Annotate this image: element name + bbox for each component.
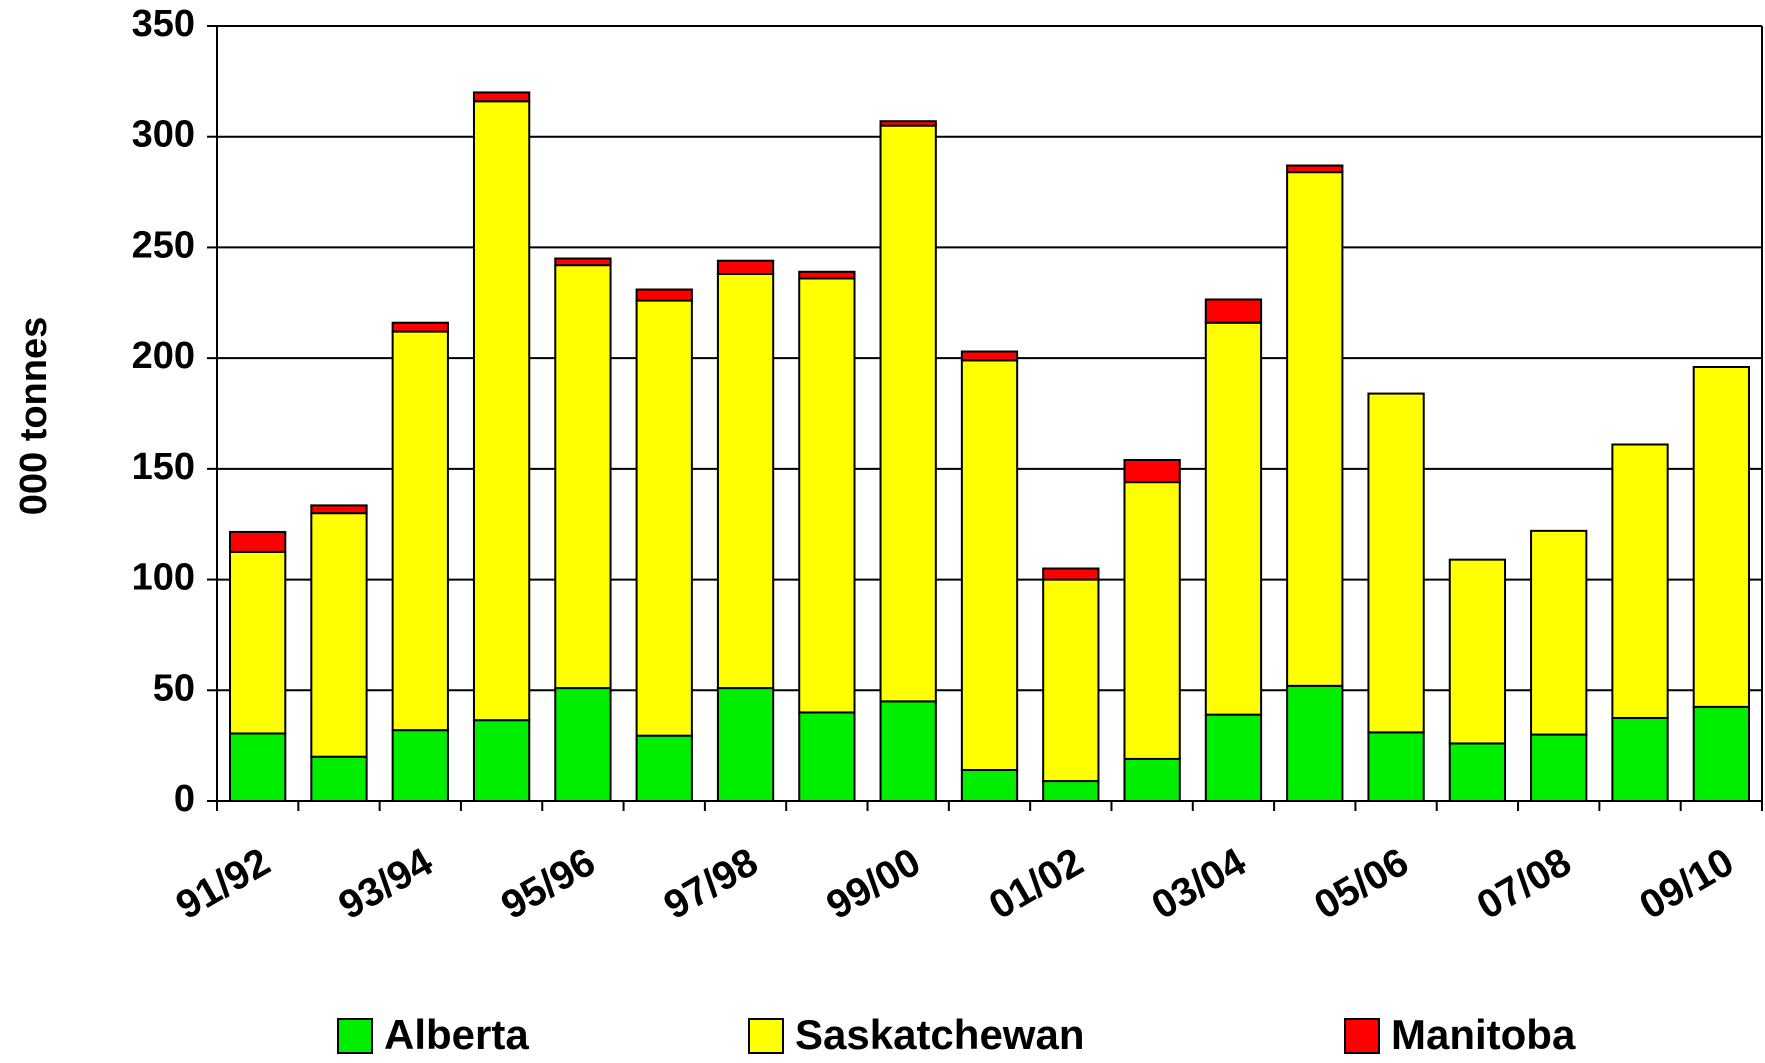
y-tick-label: 350 <box>132 3 195 45</box>
bar-segment <box>1206 323 1261 715</box>
x-tick-label: 99/00 <box>819 840 928 928</box>
bar-segment <box>1531 531 1586 735</box>
bar-segment <box>637 301 692 736</box>
bar-segment <box>1694 707 1749 801</box>
bar-segment <box>393 332 448 731</box>
bar-segment <box>1287 686 1342 801</box>
bar-segment <box>799 712 854 801</box>
bar-segment <box>555 259 610 266</box>
bar-segment <box>1287 166 1342 173</box>
bar-segment <box>1612 718 1667 801</box>
bar-segment <box>1368 394 1423 733</box>
bar-segment <box>230 552 285 734</box>
bar-segment <box>1206 715 1261 801</box>
bar-segment <box>1450 743 1505 801</box>
chart: 000 tonnes 0 50 100 150 200 250 300 350 91/92 93/… <box>0 0 1765 1063</box>
x-tick-label: 01/02 <box>982 840 1091 928</box>
bar-segment <box>1124 460 1179 482</box>
bar-segment <box>1612 445 1667 718</box>
bar-segment <box>881 121 936 125</box>
legend-label: Alberta <box>384 1011 529 1058</box>
legend-swatch <box>338 1019 372 1053</box>
bar-segment <box>393 323 448 332</box>
y-tick-label: 100 <box>132 557 195 599</box>
y-tick-label: 50 <box>153 667 195 709</box>
y-tick-label: 300 <box>132 114 195 156</box>
bar-segment <box>718 688 773 801</box>
bar-segment <box>1694 367 1749 707</box>
bar-segment <box>474 720 529 801</box>
bar-segment <box>718 261 773 274</box>
legend-swatch <box>749 1019 783 1053</box>
bar-segment <box>881 701 936 801</box>
x-tick-label: 05/06 <box>1307 840 1416 928</box>
bar-segment <box>311 513 366 757</box>
y-tick-label: 0 <box>174 778 195 820</box>
bar-segment <box>1287 172 1342 686</box>
bar-segment <box>1206 299 1261 322</box>
y-axis-title: 000 tonnes <box>13 317 55 516</box>
bar-segment <box>1368 732 1423 801</box>
bar-segment <box>555 265 610 688</box>
bar-segment <box>230 532 285 552</box>
bar-segment <box>1124 759 1179 801</box>
x-tick-label: 91/92 <box>169 840 278 928</box>
bar-segment <box>718 274 773 688</box>
bar-segment <box>555 688 610 801</box>
bar-segment <box>474 101 529 720</box>
bar-segment <box>799 272 854 279</box>
bar-segment <box>474 92 529 101</box>
bar-segment <box>1450 560 1505 744</box>
bar-segment <box>881 126 936 702</box>
bar-segment <box>1043 781 1098 801</box>
bar-segment <box>311 757 366 801</box>
bar-segment <box>799 278 854 712</box>
y-tick-label: 150 <box>132 446 195 488</box>
y-tick-label: 250 <box>132 224 195 266</box>
bar-segment <box>1043 580 1098 782</box>
bar-segment <box>962 770 1017 801</box>
bar-segment <box>311 505 366 513</box>
legend-label: Manitoba <box>1391 1011 1576 1058</box>
bar-segment <box>393 730 448 801</box>
x-tick-label: 03/04 <box>1145 839 1254 928</box>
bar-segment <box>1124 482 1179 759</box>
bar-segment <box>962 352 1017 361</box>
bar-segment <box>637 290 692 301</box>
x-tick-label: 95/96 <box>494 840 603 928</box>
legend-label: Saskatchewan <box>795 1011 1085 1058</box>
bar-segment <box>637 736 692 801</box>
legend-swatch <box>1345 1019 1379 1053</box>
bar-segment <box>230 733 285 801</box>
x-tick-label: 09/10 <box>1632 840 1741 928</box>
bar-segment <box>962 360 1017 770</box>
x-tick-label: 07/08 <box>1470 840 1579 928</box>
x-tick-label: 97/98 <box>657 840 766 928</box>
bar-segment <box>1043 569 1098 580</box>
y-tick-label: 200 <box>132 335 195 377</box>
bar-segment <box>1531 735 1586 801</box>
x-tick-label: 93/94 <box>331 839 440 928</box>
